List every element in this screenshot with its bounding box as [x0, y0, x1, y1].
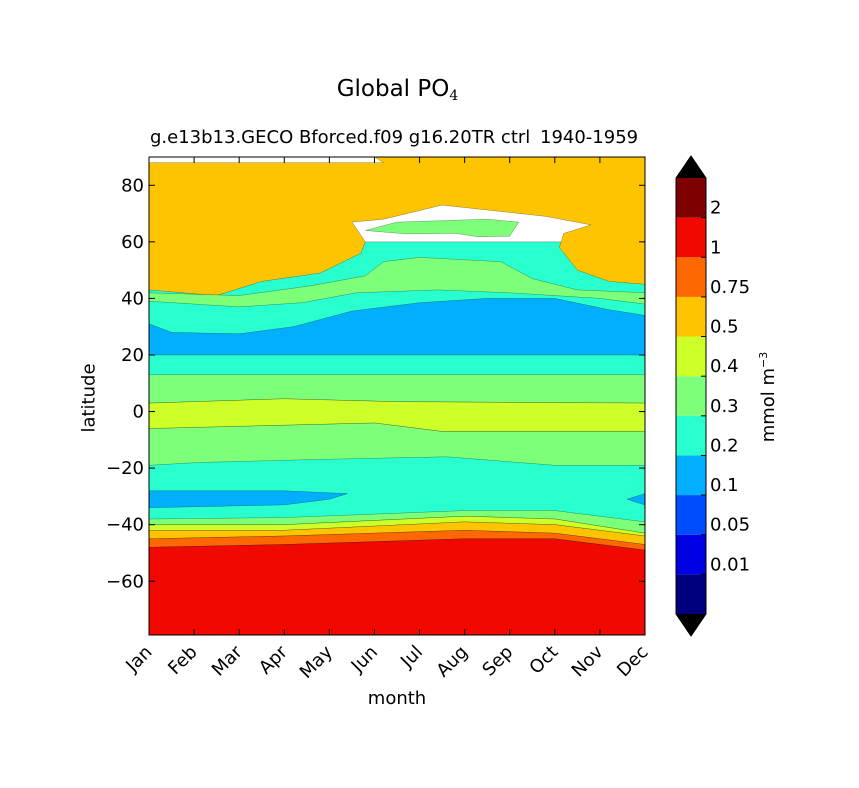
y-axis-label: latitude — [78, 363, 100, 433]
axes-frame — [148, 156, 646, 636]
y-tick-label: −60 — [106, 571, 144, 592]
y-tick-label: 20 — [121, 345, 144, 366]
contour-region-3 — [148, 257, 646, 308]
y-tick-label: −20 — [106, 458, 144, 479]
subtitle-years: 1940-1959 — [540, 127, 639, 148]
x-tick-label: Jan — [121, 642, 156, 677]
colorbar-tick-label: 0.01 — [710, 554, 750, 575]
y-tick-label: 60 — [121, 232, 144, 253]
colorbar-segment — [676, 257, 706, 297]
x-tick-label: Apr — [255, 641, 292, 678]
colorbar-segment — [676, 376, 706, 416]
x-tick-label: May — [296, 641, 337, 682]
x-tick-label: Oct — [525, 642, 562, 679]
x-tick-label: Mar — [208, 641, 247, 680]
x-tick-label: Jun — [347, 642, 382, 677]
contour-plot-area — [148, 156, 646, 636]
colorbar-segment — [676, 534, 706, 575]
colorbar-tick-label: 0.3 — [710, 396, 739, 417]
x-tick-label: Nov — [568, 641, 608, 681]
colorbar-tick-label: 0.1 — [710, 475, 739, 496]
colorbar-tick-label: 0.5 — [710, 317, 739, 338]
colorbar-extend-bottom — [676, 614, 706, 636]
y-axis: 80 60 40 20 0 −20 −40 −60 — [106, 175, 645, 592]
colorbar-extend-top — [676, 156, 706, 178]
x-tick-label: Dec — [613, 642, 652, 681]
subtitle-case-name: g.e13b13.GECO Bforced.f09 g16.20TR ctrl — [150, 127, 531, 148]
x-tick-label: Feb — [164, 642, 201, 679]
colorbar-tick-label: 0.2 — [710, 435, 739, 456]
colorbar-tick-label: 1 — [710, 237, 721, 258]
y-tick-label: 0 — [133, 402, 144, 423]
y-tick-label: 80 — [121, 175, 144, 196]
colorbar-segment — [676, 495, 706, 535]
colorbar-segment — [676, 415, 706, 456]
colorbar-segment — [676, 178, 706, 218]
colorbar-segment — [676, 455, 706, 496]
chart-title-text: Global PO — [336, 76, 450, 102]
colorbar-label-text: mmol m — [758, 367, 779, 443]
colorbar-label: mmol m−3 — [757, 352, 779, 443]
x-axis-label: month — [367, 688, 427, 709]
x-tick-label: Aug — [432, 642, 472, 682]
chart-title-subscript: 4 — [449, 88, 459, 104]
colorbar-label-exponent: −3 — [757, 351, 770, 368]
x-tick-label: Sep — [478, 642, 517, 681]
colorbar-segment — [676, 574, 706, 614]
contour-region-4 — [365, 218, 520, 238]
colorbar-tick-label: 2 — [710, 198, 721, 219]
colorbar-segment — [676, 336, 706, 377]
contour-region-14 — [148, 538, 646, 636]
colorbar-segment — [676, 296, 706, 337]
x-tick-label: Jul — [396, 642, 427, 673]
y-tick-label: 40 — [121, 288, 144, 309]
colorbar: 0.01 0.05 0.1 0.2 0.3 0.4 0.5 0.75 1 2 — [675, 155, 750, 637]
chart-title: Global PO4 — [0, 76, 795, 104]
colorbar-segment — [676, 217, 706, 258]
axes-border — [148, 156, 646, 636]
y-tick-label: −40 — [106, 515, 144, 536]
colorbar-tick-label: 0.05 — [710, 515, 750, 536]
colorbar-outline — [675, 155, 707, 637]
colorbar-tick-label: 0.75 — [710, 277, 750, 298]
colorbar-tick-label: 0.4 — [710, 356, 739, 377]
